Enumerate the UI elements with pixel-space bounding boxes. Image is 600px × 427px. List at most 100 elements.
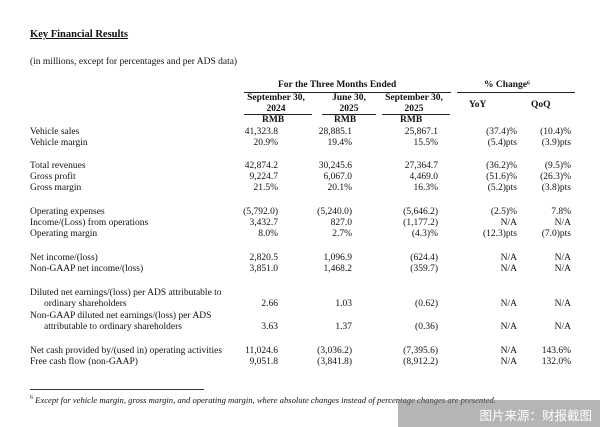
value-q3-2024: 42,874.2 [244,161,278,171]
row-label: Non-GAAP diluted net earnings/(loss) per… [30,311,212,321]
value-yoy: (5.4)pts [487,138,517,148]
change-group-rule [457,92,575,93]
value-qoq: N/A [554,299,571,309]
value-yoy: (12.3)pts [482,229,517,239]
table-row: Net cash provided by/(used in) operating… [0,346,600,357]
value-qoq: (7.0)pts [541,229,571,239]
value-q2-2025: 1.37 [335,322,352,332]
value-q2-2025: 6,067.0 [323,172,353,182]
row-label: Gross profit [30,172,76,182]
period-group-header: For the Three Months Ended [278,80,397,90]
row-label: Free cash flow (non-GAAP) [30,357,138,367]
value-q3-2024: 9,224.7 [249,172,279,182]
period-3-line1: September 30, [385,93,443,103]
watermark-band: 图片来源：财报截图 [398,400,600,427]
row-label: Net income/(loss) [30,253,98,263]
value-q2-2025: 1,096.9 [323,253,353,263]
value-q2-2025: 20.1% [327,183,352,193]
source-watermark: 图片来源：财报截图 [479,408,592,423]
row-label: Net cash provided by/(used in) operating… [30,346,223,356]
value-qoq: N/A [554,218,571,228]
period-2-rule [322,114,376,115]
period-1-line1: September 30, [247,93,305,103]
value-qoq: (3.9)pts [541,138,571,148]
period-1-currency: RMB [262,115,285,125]
value-q3-2024: 3.63 [261,322,278,332]
value-qoq: (10.4)% [540,127,571,137]
table-row: Operating expenses (5,792.0) (5,240.0) (… [0,207,600,218]
row-label: Gross margin [30,183,82,193]
value-yoy: N/A [500,346,517,356]
value-qoq: (3.8)pts [541,183,571,193]
table-row: attributable to ordinary shareholders 3.… [0,322,600,333]
table-row: Net income/(loss) 2,820.5 1,096.9 (624.4… [0,253,600,264]
value-yoy: (5.2)pts [487,183,517,193]
row-label: Income/(Loss) from operations [30,218,149,228]
value-q3-2025: (624.4) [410,253,438,263]
value-q2-2025: 2.7% [332,229,352,239]
value-q3-2025: (0.62) [415,299,438,309]
table-row: Income/(Loss) from operations 3,432.7 82… [0,218,600,229]
period-header-2: June 30, 2025 [320,93,378,115]
qoq-header: QoQ [531,100,551,110]
value-q2-2025: 827.0 [330,218,352,228]
value-q3-2025: 16.3% [413,183,438,193]
table-row: Gross margin 21.5% 20.1% 16.3% (5.2)pts … [0,183,600,194]
value-qoq: 7.8% [551,207,571,217]
value-q2-2025: 1,468.2 [323,264,353,274]
value-q2-2025: 19.4% [327,138,352,148]
period-2-currency: RMB [334,115,357,125]
value-qoq: (26.3)% [540,172,571,182]
value-q2-2025: (3,036.2) [317,346,352,356]
value-yoy: N/A [500,264,517,274]
footnote: 6 Except for vehicle margin, gross margi… [30,393,590,406]
table-row: Gross profit 9,224.7 6,067.0 4,469.0 (51… [0,172,600,183]
value-q3-2025: (8,912.2) [403,357,438,367]
value-q3-2025: 4,469.0 [409,172,439,182]
value-yoy: (2.5)% [490,207,517,217]
value-q3-2025: (1,177.2) [403,218,438,228]
row-label: Vehicle sales [30,127,80,137]
table-row: ordinary shareholders 2.66 1.03 (0.62) N… [0,299,600,310]
value-q2-2025: 30,245.6 [318,161,352,171]
period-2-line2: 2025 [339,104,359,114]
value-yoy: (37.4)% [486,127,517,137]
value-q3-2024: 20.9% [253,138,278,148]
value-yoy: (51.6)% [486,172,517,182]
table-row: Total revenues 42,874.2 30,245.6 27,364.… [0,161,600,172]
row-label: Operating margin [30,229,98,239]
value-q3-2024: 2.66 [261,299,278,309]
row-label: Total revenues [30,161,86,171]
value-q3-2025: 25,867.1 [404,127,438,137]
footnote-mark: 6 [30,395,33,401]
row-label: Non-GAAP net income/(loss) [30,264,144,274]
value-yoy: N/A [500,299,517,309]
value-yoy: N/A [500,357,517,367]
value-q3-2025: (4.3)% [411,229,438,239]
period-2-line1: June 30, [332,93,366,103]
value-q3-2025: (0.36) [415,322,438,332]
period-header-1: September 30, 2024 [240,93,312,115]
value-q3-2024: 3,851.0 [249,264,279,274]
value-yoy: N/A [500,253,517,263]
row-label-continuation: ordinary shareholders [44,299,127,309]
value-q3-2024: 8.0% [258,229,278,239]
value-yoy: (36.2)% [486,161,517,171]
period-1-rule [244,114,312,115]
value-qoq: N/A [554,322,571,332]
value-q3-2025: (7,395.6) [403,346,438,356]
value-q2-2025: (3,841.8) [317,357,352,367]
period-3-currency: RMB [400,115,423,125]
period-3-line2: 2025 [404,104,424,114]
report-title: Key Financial Results [30,29,129,40]
footnote-rule [30,389,204,390]
change-group-header: % Change⁶ [484,80,530,90]
report-subtitle: (in millions, except for percentages and… [30,57,238,67]
period-1-line2: 2024 [266,104,286,114]
footnote-text: Except for vehicle margin, gross margin,… [35,394,496,405]
value-q3-2025: 15.5% [413,138,438,148]
value-q2-2025: (5,240.0) [317,207,352,217]
table-row: Operating margin 8.0% 2.7% (4.3)% (12.3)… [0,229,600,240]
row-label-continuation: attributable to ordinary shareholders [44,322,182,332]
value-q3-2024: 11,024.6 [245,346,278,356]
